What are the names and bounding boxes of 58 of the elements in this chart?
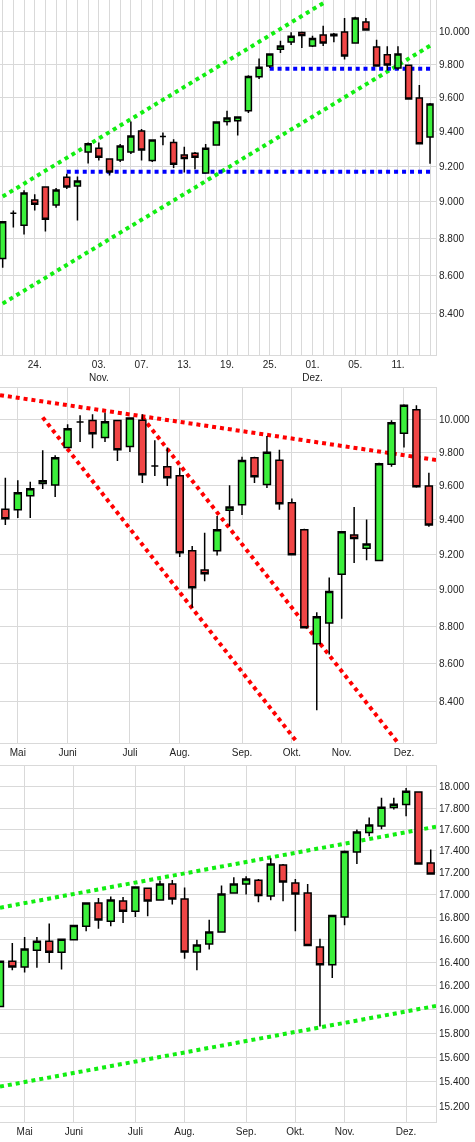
x-tick-label: Juli (122, 747, 138, 758)
x-tick-label: 25. (262, 359, 277, 370)
x-tick-label: Juni (58, 747, 77, 758)
x-tick-label: Okt. (282, 747, 302, 758)
y-tick-label: 8.400 (439, 307, 465, 319)
y-tick-label: 9.800 (439, 447, 465, 459)
y-tick-label: 15.800 (439, 1027, 471, 1039)
y-tick-label: 9.600 (439, 92, 465, 104)
x-tick-label: Aug. (174, 1126, 195, 1137)
y-tick-label: 16.000 (439, 1003, 471, 1015)
x-tick-label: Sep. (231, 747, 253, 758)
x-tick-label: 19. (220, 359, 234, 370)
x-tick-label: Juli (127, 1126, 143, 1137)
y-tick-label: 8.400 (439, 695, 465, 707)
x-tick-label: Mai (16, 1126, 33, 1137)
y-tick-label: 15.400 (439, 1076, 471, 1088)
y-tick-label: 9.000 (439, 196, 465, 208)
x-tick-label: 13. (177, 359, 192, 370)
x-tick-label: Nov. (331, 747, 352, 758)
x-tick-label: Dez. (393, 747, 415, 758)
y-tick-label: 9.400 (439, 126, 465, 138)
y-tick-label: 8.800 (439, 232, 465, 244)
y-tick-label: 10.000 (439, 26, 471, 38)
y-tick-label: 16.600 (439, 934, 471, 946)
x-tick-label: Aug. (169, 747, 191, 758)
x-tick-label: Juni (64, 1126, 84, 1137)
x-tick-label: 01. Dez. (302, 359, 323, 383)
y-tick-label: 17.200 (439, 867, 471, 879)
y-tick-label: 9.200 (439, 160, 465, 172)
x-tick-label: Nov. (334, 1126, 355, 1137)
x-tick-label: 07. (134, 359, 149, 370)
y-tick-label: 8.600 (439, 269, 465, 281)
y-tick-label: 10.000 (439, 414, 471, 426)
y-tick-label: 17.800 (439, 802, 471, 814)
y-tick-label: 9.600 (439, 480, 465, 492)
y-tick-label: 15.600 (439, 1051, 471, 1063)
y-tick-label: 17.600 (439, 823, 471, 835)
y-tick-label: 15.200 (439, 1100, 471, 1112)
y-tick-label: 16.200 (439, 980, 471, 992)
y-tick-label: 16.400 (439, 957, 471, 969)
x-tick-label: Okt. (286, 1126, 305, 1137)
x-tick-label: 11. (391, 359, 405, 370)
x-tick-label: Mai (9, 747, 26, 758)
y-tick-label: 18.000 (439, 781, 471, 793)
x-tick-label: Sep. (235, 1126, 257, 1137)
x-tick-label: Dez. (395, 1126, 417, 1137)
y-tick-label: 16.800 (439, 911, 471, 923)
y-tick-label: 9.800 (439, 59, 465, 71)
y-tick-label: 8.800 (439, 620, 465, 632)
y-tick-label: 9.200 (439, 548, 465, 560)
y-tick-label: 9.000 (439, 584, 465, 596)
x-tick-label: 05. (348, 359, 363, 370)
y-tick-label: 17.400 (439, 845, 471, 857)
y-tick-label: 8.600 (439, 657, 465, 669)
x-tick-label: 24. (27, 359, 42, 370)
x-tick-label: 03. Nov. (88, 359, 109, 383)
y-tick-label: 9.400 (439, 514, 465, 526)
y-tick-label: 17.000 (439, 889, 471, 901)
